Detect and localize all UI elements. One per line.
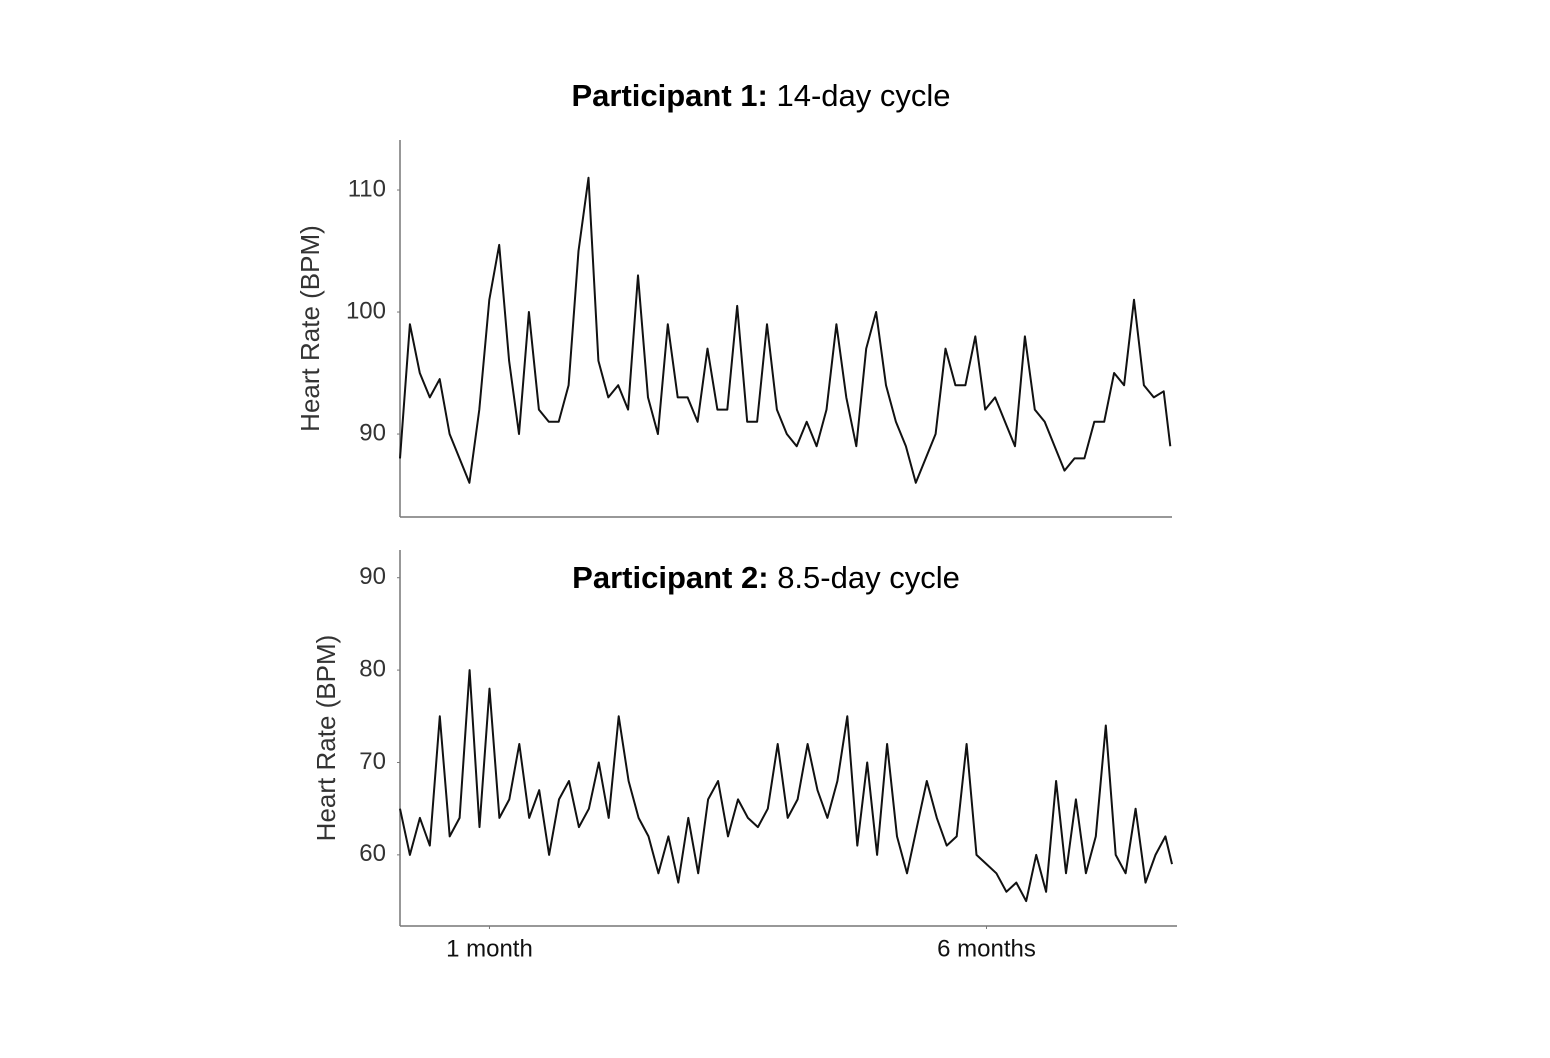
heart-rate-line: [399, 176, 1172, 484]
y-tick-label: 110: [348, 175, 386, 202]
y-tick-label: 100: [346, 297, 386, 324]
title-bold: Participant 2:: [572, 560, 768, 595]
x-tick-label: 1 month: [446, 935, 533, 962]
y-tick-label: 80: [359, 655, 386, 682]
y-axis-label: Heart Rate (BPM): [311, 635, 341, 842]
title-text: 14-day cycle: [776, 78, 950, 113]
chart-title: Participant 2: 8.5-day cycle: [572, 560, 960, 595]
y-tick-label: 90: [359, 563, 386, 590]
y-axis-label: Heart Rate (BPM): [295, 225, 325, 432]
chart-title: Participant 1: 14-day cycle: [571, 78, 950, 113]
heart-rate-line: [399, 669, 1173, 903]
x-tick-label: 6 months: [937, 935, 1036, 962]
y-tick-label: 60: [359, 840, 386, 867]
title-text: 8.5-day cycle: [777, 560, 960, 595]
y-tick-label: 90: [359, 419, 386, 446]
y-tick-label: 70: [359, 748, 386, 775]
title-bold: Participant 1:: [571, 78, 767, 113]
